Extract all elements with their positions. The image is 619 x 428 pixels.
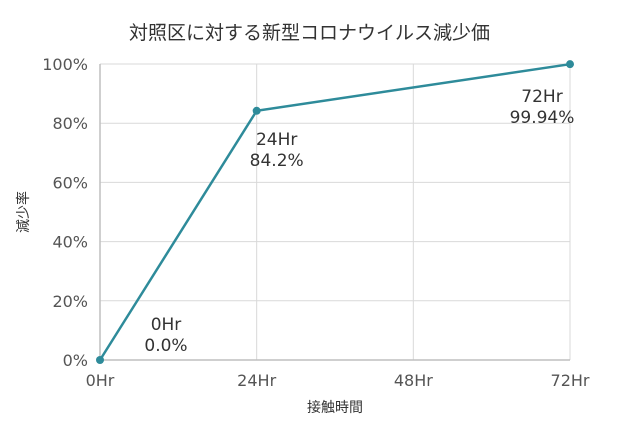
data-points (96, 60, 574, 364)
x-tick-label: 24Hr (237, 371, 276, 390)
y-tick-label: 20% (52, 292, 88, 311)
data-label-value: 84.2% (250, 151, 304, 171)
gridlines (100, 63, 571, 360)
x-tick-label: 0Hr (86, 371, 115, 390)
y-tick-label: 40% (52, 233, 88, 252)
data-label-value: 99.94% (510, 108, 575, 128)
chart-title: 対照区に対する新型コロナウイルス減少価 (128, 22, 490, 44)
y-axis-label: 減少率 (15, 191, 32, 233)
y-tick-label: 60% (52, 173, 88, 192)
data-label-x: 0Hr (151, 315, 182, 335)
y-tick-labels: 0% 20% 40% 60% 80% 100% (42, 55, 88, 370)
data-label-value: 0.0% (144, 336, 187, 356)
y-tick-label: 100% (42, 55, 88, 74)
axes (99, 64, 570, 361)
x-axis-label: 接触時間 (307, 399, 363, 416)
y-tick-label: 0% (63, 351, 88, 370)
x-tick-label: 48Hr (394, 371, 433, 390)
data-label-x: 72Hr (521, 87, 562, 107)
data-label-x: 24Hr (256, 130, 297, 150)
data-point (252, 106, 261, 115)
y-tick-label: 80% (52, 114, 88, 133)
x-tick-label: 72Hr (551, 371, 590, 390)
x-tick-labels: 0Hr 24Hr 48Hr 72Hr (86, 371, 590, 390)
data-point (566, 60, 574, 69)
data-point (96, 356, 104, 364)
